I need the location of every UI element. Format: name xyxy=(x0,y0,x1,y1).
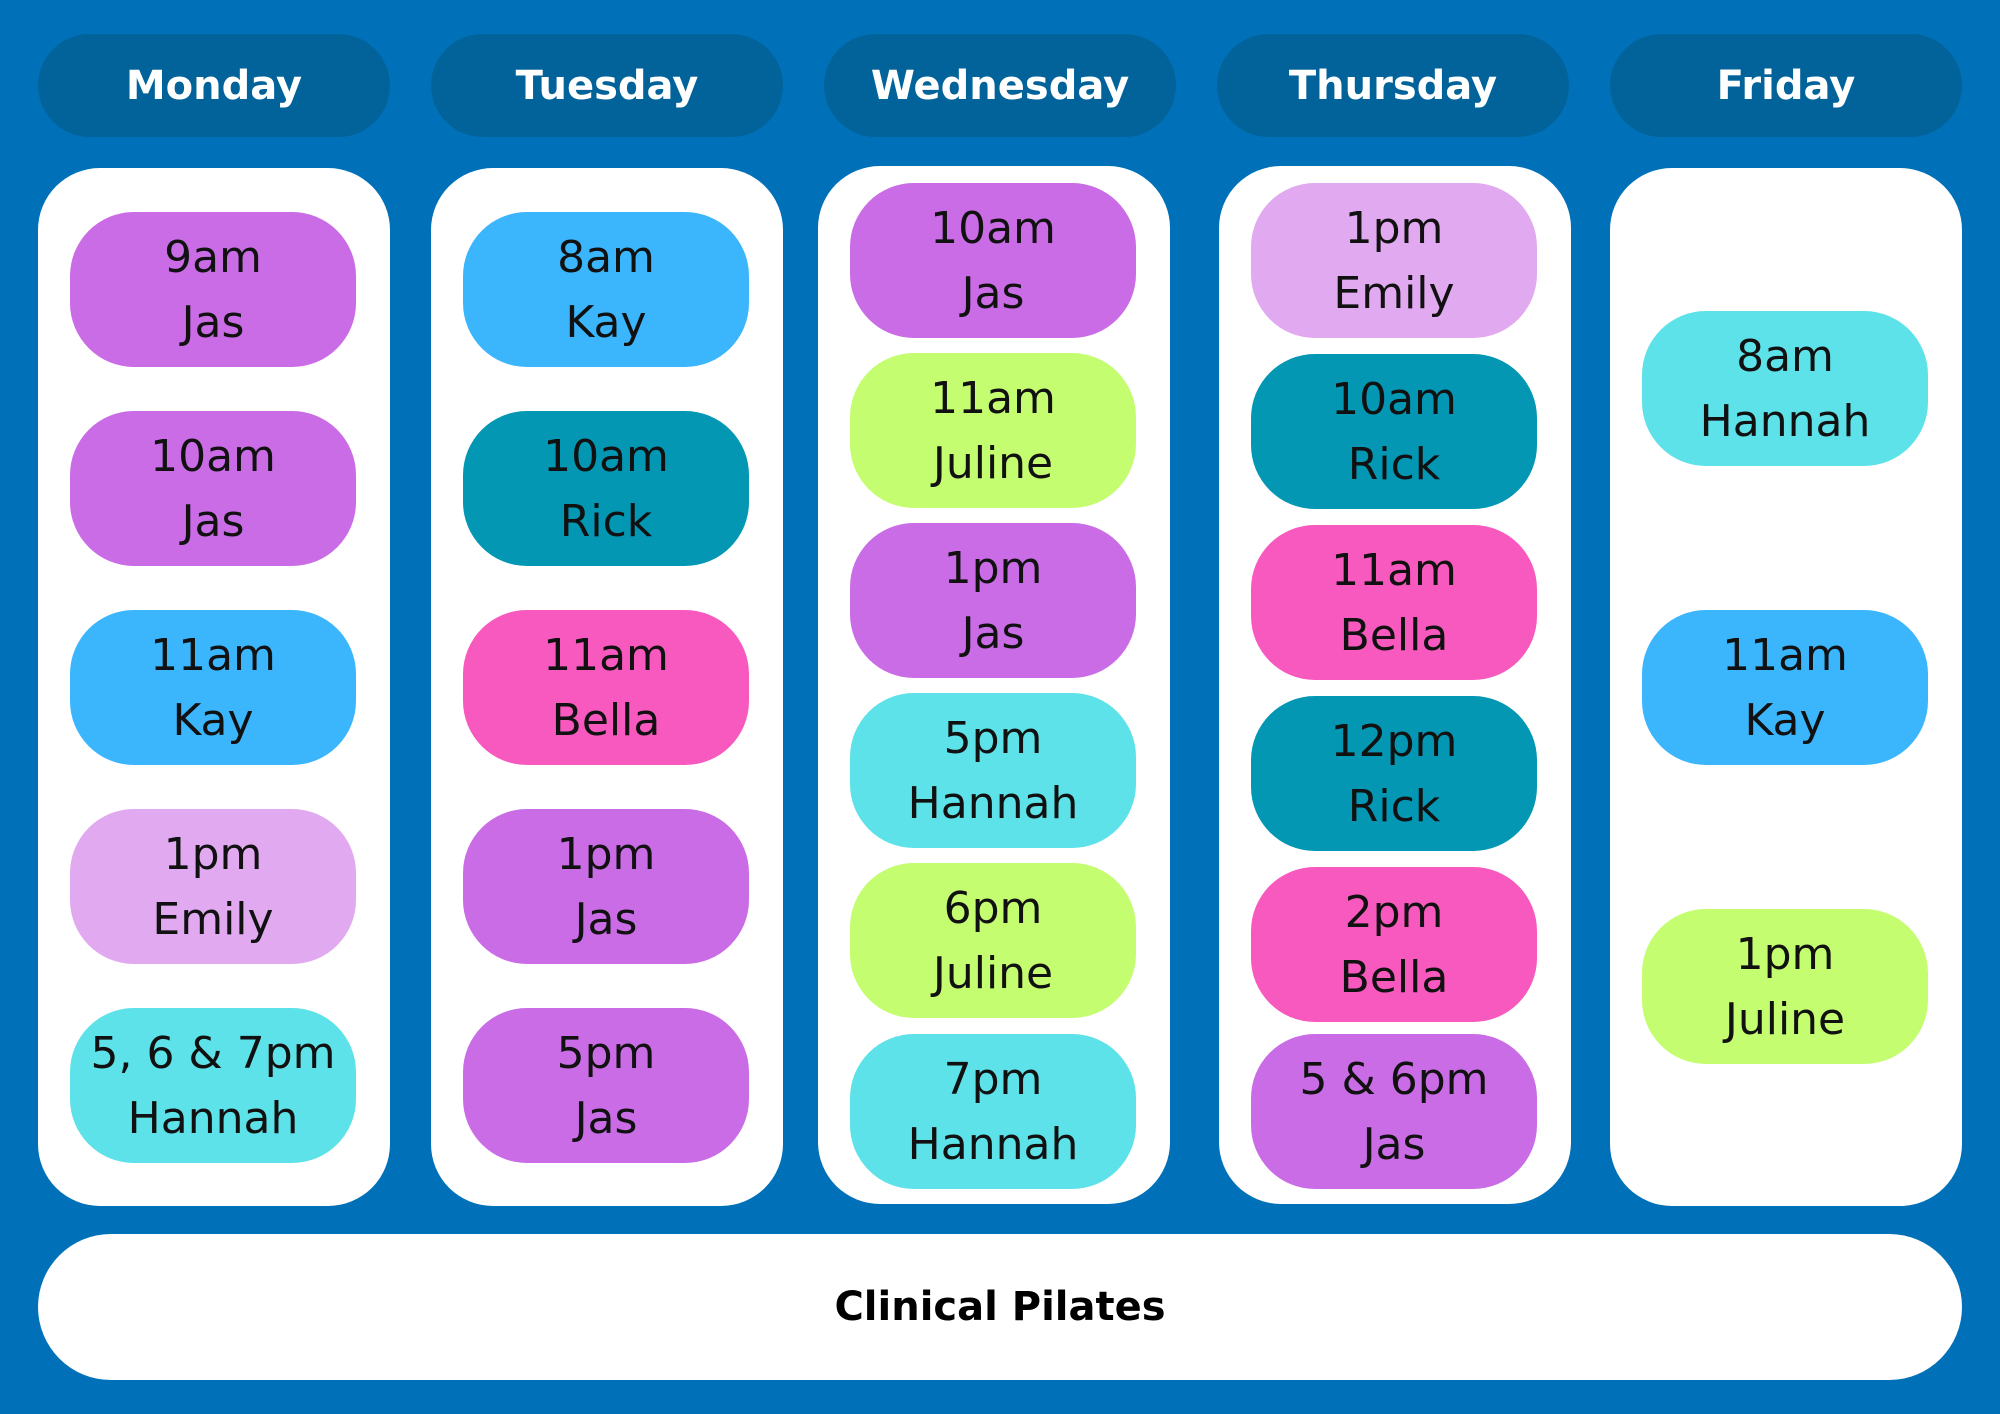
class-instructor: Jas xyxy=(574,893,638,945)
class-time: 11am xyxy=(150,629,276,681)
class-instructor: Bella xyxy=(551,694,661,746)
class-slot[interactable]: 11am Bella xyxy=(463,610,749,765)
class-instructor: Juline xyxy=(1724,993,1846,1045)
class-slot[interactable]: 8am Hannah xyxy=(1642,311,1928,466)
class-time: 1pm xyxy=(1344,202,1444,254)
class-slot[interactable]: 5pm Jas xyxy=(463,1008,749,1163)
class-slot[interactable]: 11am Bella xyxy=(1251,525,1537,680)
class-instructor: Hannah xyxy=(127,1092,299,1144)
class-time: 10am xyxy=(543,430,669,482)
class-slot[interactable]: 5 & 6pm Jas xyxy=(1251,1034,1537,1189)
class-instructor: Hannah xyxy=(907,777,1079,829)
day-header-wednesday: Wednesday xyxy=(824,34,1176,137)
class-instructor: Hannah xyxy=(1699,395,1871,447)
footer-label: Clinical Pilates xyxy=(834,1284,1166,1330)
class-time: 1pm xyxy=(163,828,263,880)
class-time: 5, 6 & 7pm xyxy=(90,1027,336,1079)
class-slot[interactable]: 8am Kay xyxy=(463,212,749,367)
class-instructor: Kay xyxy=(172,694,254,746)
class-time: 10am xyxy=(1331,373,1457,425)
class-time: 11am xyxy=(1331,544,1457,596)
class-instructor: Juline xyxy=(932,947,1054,999)
class-instructor: Emily xyxy=(1333,267,1455,319)
class-time: 11am xyxy=(543,629,669,681)
class-time: 10am xyxy=(930,202,1056,254)
class-instructor: Kay xyxy=(565,296,647,348)
day-header-thursday: Thursday xyxy=(1217,34,1569,137)
class-slot[interactable]: 1pm Emily xyxy=(1251,183,1537,338)
day-header-tuesday: Tuesday xyxy=(431,34,783,137)
day-column-wednesday: 10am Jas 11am Juline 1pm Jas 5pm Hannah … xyxy=(818,166,1170,1204)
class-time: 8am xyxy=(557,231,655,283)
class-time: 7pm xyxy=(943,1053,1043,1105)
day-header-friday: Friday xyxy=(1610,34,1962,137)
class-instructor: Rick xyxy=(1347,780,1441,832)
class-instructor: Jas xyxy=(961,607,1025,659)
class-instructor: Bella xyxy=(1339,609,1449,661)
day-column-tuesday: 8am Kay 10am Rick 11am Bella 1pm Jas 5pm… xyxy=(431,168,783,1206)
class-slot[interactable]: 1pm Jas xyxy=(463,809,749,964)
class-time: 1pm xyxy=(943,542,1043,594)
class-slot[interactable]: 11am Juline xyxy=(850,353,1136,508)
class-instructor: Jas xyxy=(181,495,245,547)
class-time: 10am xyxy=(150,430,276,482)
class-slot[interactable]: 7pm Hannah xyxy=(850,1034,1136,1189)
class-instructor: Bella xyxy=(1339,951,1449,1003)
class-instructor: Jas xyxy=(181,296,245,348)
class-slot[interactable]: 9am Jas xyxy=(70,212,356,367)
footer-banner: Clinical Pilates xyxy=(38,1234,1962,1380)
class-time: 5 & 6pm xyxy=(1299,1053,1489,1105)
class-slot[interactable]: 11am Kay xyxy=(70,610,356,765)
class-time: 1pm xyxy=(556,828,656,880)
class-instructor: Jas xyxy=(574,1092,638,1144)
class-time: 6pm xyxy=(943,882,1043,934)
class-time: 9am xyxy=(164,231,262,283)
day-column-friday: 8am Hannah 11am Kay 1pm Juline xyxy=(1610,168,1962,1206)
class-instructor: Jas xyxy=(1362,1118,1426,1170)
class-time: 11am xyxy=(1722,629,1848,681)
class-slot[interactable]: 11am Kay xyxy=(1642,610,1928,765)
class-time: 8am xyxy=(1736,330,1834,382)
class-slot[interactable]: 1pm Juline xyxy=(1642,909,1928,1064)
class-slot[interactable]: 10am Jas xyxy=(850,183,1136,338)
class-instructor: Emily xyxy=(152,893,274,945)
class-instructor: Rick xyxy=(559,495,653,547)
class-slot[interactable]: 10am Rick xyxy=(463,411,749,566)
class-slot[interactable]: 1pm Jas xyxy=(850,523,1136,678)
class-instructor: Kay xyxy=(1744,694,1826,746)
day-header-monday: Monday xyxy=(38,34,390,137)
class-slot[interactable]: 10am Rick xyxy=(1251,354,1537,509)
class-instructor: Jas xyxy=(961,267,1025,319)
class-time: 1pm xyxy=(1735,928,1835,980)
class-time: 5pm xyxy=(556,1027,656,1079)
class-instructor: Rick xyxy=(1347,438,1441,490)
class-instructor: Juline xyxy=(932,437,1054,489)
class-slot[interactable]: 5, 6 & 7pm Hannah xyxy=(70,1008,356,1163)
class-time: 2pm xyxy=(1344,886,1444,938)
class-time: 11am xyxy=(930,372,1056,424)
class-slot[interactable]: 10am Jas xyxy=(70,411,356,566)
class-slot[interactable]: 5pm Hannah xyxy=(850,693,1136,848)
class-slot[interactable]: 2pm Bella xyxy=(1251,867,1537,1022)
class-time: 5pm xyxy=(943,712,1043,764)
day-column-monday: 9am Jas 10am Jas 11am Kay 1pm Emily 5, 6… xyxy=(38,168,390,1206)
day-column-thursday: 1pm Emily 10am Rick 11am Bella 12pm Rick… xyxy=(1219,166,1571,1204)
class-time: 12pm xyxy=(1330,715,1458,767)
class-slot[interactable]: 12pm Rick xyxy=(1251,696,1537,851)
class-instructor: Hannah xyxy=(907,1118,1079,1170)
class-slot[interactable]: 1pm Emily xyxy=(70,809,356,964)
class-slot[interactable]: 6pm Juline xyxy=(850,863,1136,1018)
